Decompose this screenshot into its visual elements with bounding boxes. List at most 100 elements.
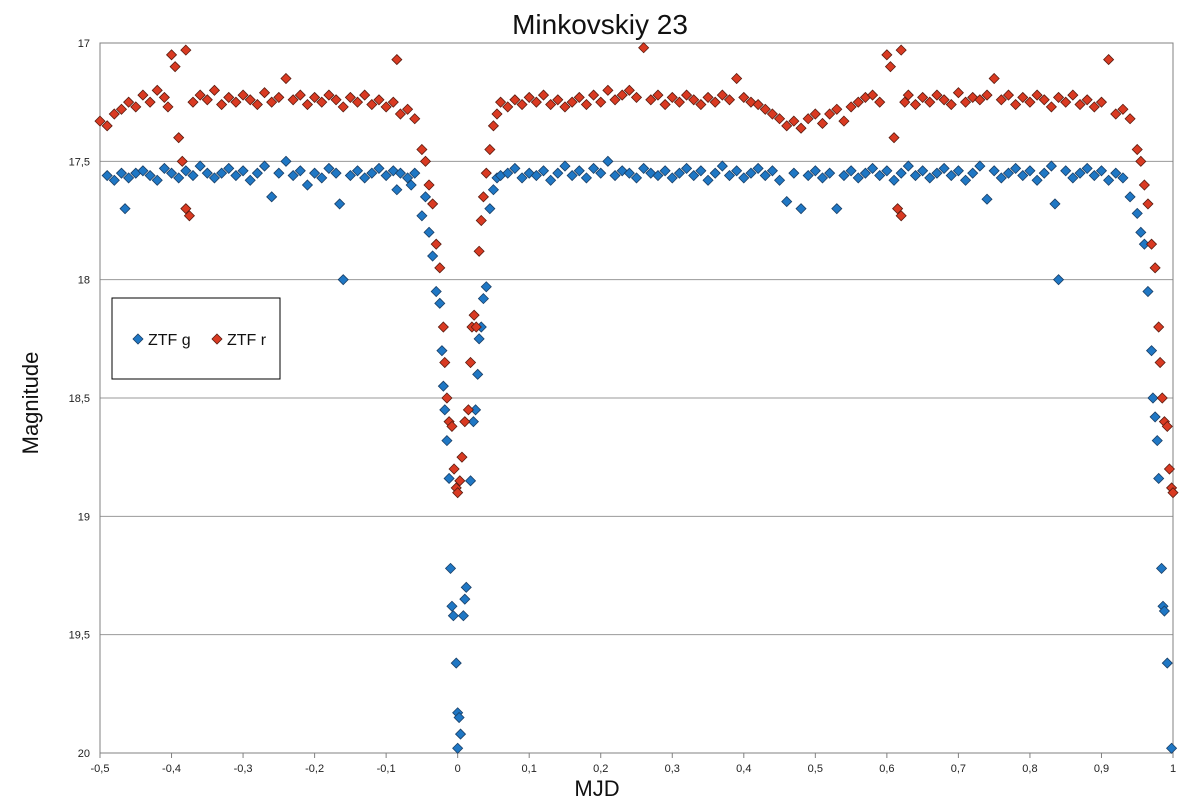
y-tick-label: 17,5	[69, 156, 90, 168]
data-point	[484, 143, 496, 156]
data-point	[716, 160, 728, 172]
data-point	[1095, 96, 1108, 108]
data-point	[1103, 54, 1115, 66]
data-point	[1045, 160, 1057, 172]
data-point	[230, 169, 242, 182]
data-point	[1117, 103, 1129, 115]
data-point	[301, 179, 314, 191]
data-point	[924, 96, 936, 108]
x-tick-label: -0,1	[377, 763, 396, 775]
data-point	[731, 72, 743, 85]
data-point	[716, 89, 728, 101]
series-r	[94, 42, 1179, 499]
data-point	[280, 72, 292, 85]
y-axis-title: Magnitude	[18, 352, 43, 455]
data-point	[759, 103, 771, 115]
data-point	[475, 214, 487, 227]
data-point	[892, 203, 904, 215]
data-point	[309, 167, 321, 179]
x-tick-label: -0,5	[91, 763, 110, 775]
data-point	[359, 89, 371, 101]
data-point	[1166, 742, 1178, 754]
data-point	[745, 167, 757, 179]
legend-marker-g	[132, 333, 144, 345]
data-point	[1145, 238, 1158, 250]
data-point	[931, 167, 943, 179]
data-point	[967, 167, 979, 179]
data-point	[902, 89, 914, 101]
chart-title: Minkovskiy 23	[512, 9, 688, 40]
data-point	[373, 94, 385, 106]
data-point	[681, 89, 693, 101]
data-point	[491, 108, 503, 120]
data-point	[419, 191, 432, 203]
data-point	[974, 94, 986, 106]
data-point	[1088, 101, 1100, 113]
data-point	[623, 84, 635, 96]
data-point	[781, 196, 793, 208]
data-point	[938, 162, 950, 174]
data-point	[838, 169, 850, 182]
data-point	[430, 285, 442, 298]
data-point	[223, 162, 235, 174]
data-point	[480, 281, 492, 293]
data-point	[1081, 94, 1093, 106]
data-point	[447, 610, 459, 622]
data-point	[216, 167, 228, 179]
data-point	[1045, 101, 1057, 113]
x-tick-label: 0,4	[736, 763, 751, 775]
data-point	[434, 297, 446, 309]
data-point	[337, 274, 349, 286]
data-point	[967, 91, 979, 103]
x-tick-label: -0,2	[305, 763, 324, 775]
y-tick-label: 19	[78, 511, 90, 523]
data-point	[473, 245, 485, 257]
data-point	[645, 94, 657, 106]
x-tick-label: 0,9	[1094, 763, 1109, 775]
data-point	[380, 169, 392, 182]
data-point	[244, 94, 256, 106]
data-point	[537, 89, 550, 101]
data-point	[852, 172, 864, 184]
data-point	[881, 165, 893, 177]
data-point	[468, 309, 480, 321]
x-tick-label: 0,5	[808, 763, 823, 775]
data-point	[1038, 167, 1050, 179]
data-point	[630, 172, 643, 184]
data-point	[702, 91, 714, 103]
data-point	[1067, 89, 1079, 101]
data-point	[917, 165, 929, 177]
data-point	[874, 169, 886, 182]
data-point	[158, 162, 170, 174]
data-point	[759, 169, 771, 182]
data-point	[101, 169, 113, 182]
data-point	[537, 165, 550, 177]
data-point	[180, 165, 192, 177]
data-point	[959, 174, 972, 186]
data-point	[652, 169, 664, 182]
data-point	[443, 472, 455, 485]
data-point	[874, 96, 886, 108]
data-point	[456, 451, 468, 463]
data-point	[119, 203, 131, 215]
data-point	[258, 87, 271, 99]
data-point	[1031, 89, 1043, 101]
data-point	[430, 238, 442, 250]
data-point	[266, 191, 278, 203]
data-point	[183, 210, 195, 222]
data-point	[809, 108, 821, 120]
data-point	[387, 165, 399, 177]
data-point	[459, 416, 471, 428]
data-point	[852, 96, 864, 108]
data-point	[609, 94, 621, 106]
data-point	[666, 172, 678, 184]
x-tick-label: 0,2	[593, 763, 608, 775]
data-point	[866, 89, 879, 101]
x-tick-label: -0,3	[234, 763, 253, 775]
data-point	[1074, 98, 1086, 111]
data-point	[545, 174, 557, 186]
data-point	[659, 98, 671, 111]
data-point	[169, 61, 181, 73]
